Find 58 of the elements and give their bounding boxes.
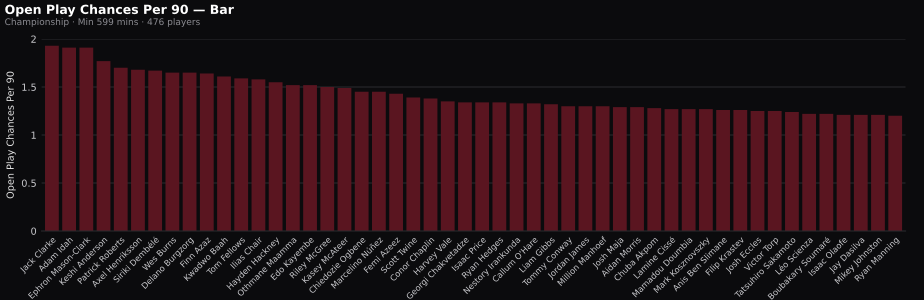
bar bbox=[303, 85, 317, 231]
bar bbox=[131, 70, 145, 231]
bar bbox=[716, 110, 730, 231]
bar bbox=[871, 114, 885, 231]
chart-subtitle: Championship · Min 599 mins · 476 players bbox=[5, 18, 200, 27]
bar bbox=[682, 109, 696, 231]
chart-title: Open Play Chances Per 90 — Bar bbox=[5, 4, 234, 17]
y-tick-label: 0 bbox=[31, 227, 36, 235]
bar bbox=[785, 112, 799, 231]
bar bbox=[561, 106, 576, 231]
bar bbox=[510, 103, 524, 231]
bar bbox=[888, 116, 902, 231]
bar bbox=[320, 87, 334, 231]
bar bbox=[200, 74, 214, 231]
bar bbox=[165, 72, 180, 231]
bar bbox=[458, 102, 472, 231]
bar bbox=[526, 103, 541, 231]
bar bbox=[268, 82, 283, 231]
bar bbox=[699, 109, 713, 231]
bar bbox=[96, 61, 110, 231]
bar bbox=[372, 92, 386, 231]
bar bbox=[612, 107, 627, 231]
y-tick-label: 2 bbox=[31, 35, 36, 43]
bar bbox=[148, 70, 162, 231]
bar bbox=[578, 106, 592, 231]
bar bbox=[854, 114, 868, 231]
bar bbox=[182, 72, 196, 231]
bar bbox=[354, 92, 369, 231]
bar bbox=[836, 114, 850, 231]
bar bbox=[62, 48, 76, 231]
bar bbox=[664, 109, 678, 231]
bar bbox=[45, 46, 59, 231]
bar bbox=[733, 110, 748, 231]
bar bbox=[338, 88, 352, 231]
bar bbox=[647, 108, 662, 231]
bar bbox=[424, 98, 438, 231]
y-tick-label: 1 bbox=[32, 132, 36, 139]
bar bbox=[475, 102, 490, 231]
bar bbox=[802, 114, 816, 231]
bar bbox=[286, 85, 300, 231]
bar bbox=[406, 98, 420, 231]
bar bbox=[596, 106, 610, 231]
y-axis-title: Open Play Chances Per 90 bbox=[6, 72, 16, 198]
bar bbox=[217, 76, 231, 231]
bar bbox=[492, 102, 506, 231]
y-tick-label: 1.5 bbox=[22, 84, 36, 91]
bar bbox=[768, 111, 782, 231]
bar bbox=[630, 107, 644, 231]
bar bbox=[79, 48, 94, 231]
bar bbox=[114, 68, 128, 231]
bar bbox=[750, 111, 764, 231]
bar bbox=[819, 114, 834, 231]
bar bbox=[440, 101, 455, 231]
bar bbox=[544, 104, 558, 231]
bar bbox=[234, 78, 248, 231]
y-tick-label: 0.5 bbox=[22, 179, 36, 187]
bar bbox=[252, 79, 266, 231]
bar bbox=[389, 94, 403, 231]
